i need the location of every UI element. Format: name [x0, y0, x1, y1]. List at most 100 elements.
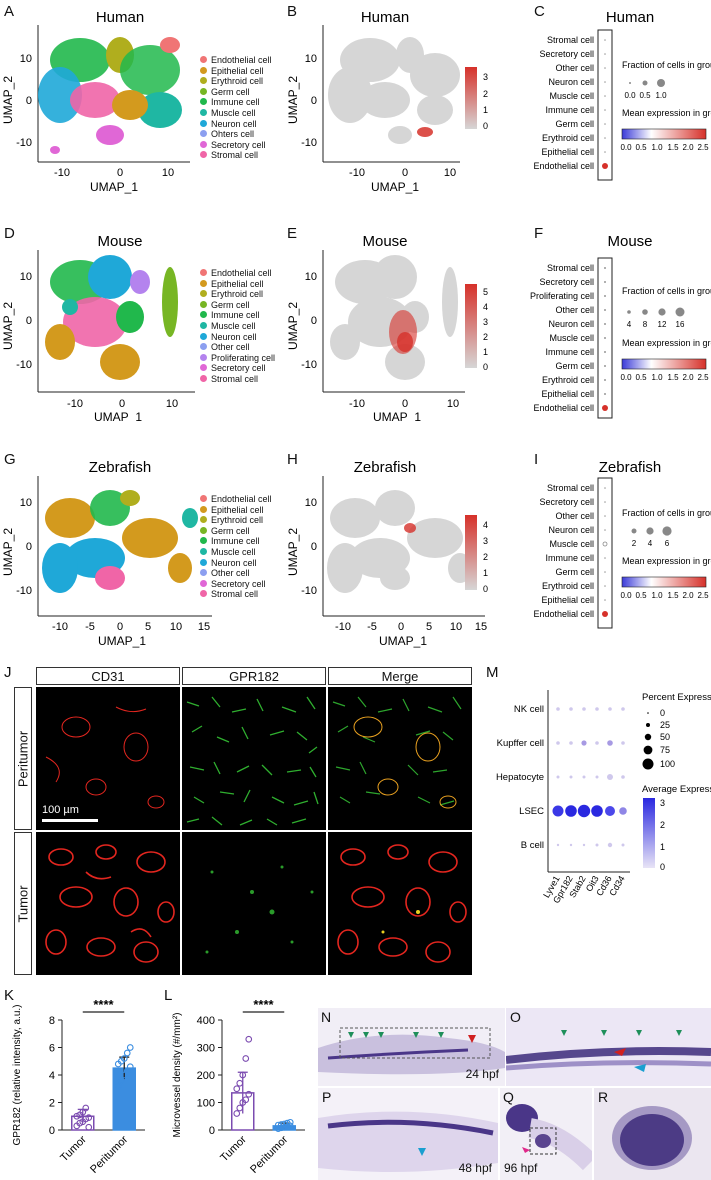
- svg-text:0.5: 0.5: [639, 91, 651, 100]
- svg-text:-5: -5: [367, 621, 377, 633]
- svg-text:Germ cell: Germ cell: [555, 567, 594, 577]
- panel-title: Human: [606, 9, 654, 26]
- y-axis-label: Microvessel density (#/mm²): [172, 1012, 183, 1137]
- svg-text:Secretory cell: Secretory cell: [539, 277, 594, 287]
- legend-item: Stromal cell: [200, 589, 272, 600]
- svg-text:2: 2: [483, 552, 488, 562]
- dot-endothelial: [602, 163, 608, 169]
- svg-text:-10: -10: [16, 585, 32, 597]
- svg-text:-10: -10: [301, 359, 317, 371]
- umap-zebrafish-expression: Zebrafish 10 0 -10 -10 -5 0 5 10 15 UMAP…: [286, 459, 488, 648]
- svg-text:4: 4: [648, 539, 653, 548]
- svg-text:0: 0: [311, 541, 317, 553]
- svg-text:UMAP_1: UMAP_1: [94, 410, 142, 422]
- svg-text:Other cell: Other cell: [555, 305, 594, 315]
- svg-text:Germ cell: Germ cell: [555, 361, 594, 371]
- svg-text:LSEC: LSEC: [519, 806, 544, 817]
- legend-item: Germ cell: [200, 526, 272, 537]
- y-tick: 10: [305, 53, 317, 65]
- svg-text:Endothelial cell: Endothelial cell: [533, 403, 594, 413]
- legend-item: Immune cell: [200, 97, 272, 108]
- data-point: [85, 1123, 93, 1131]
- umap-mouse-celltype: Mouse 10 0 -10 -10 0 10 UMAP_1 UMAP_2: [1, 233, 195, 422]
- ish-image-96hpf: Q 96 hpf: [500, 1088, 592, 1180]
- legend-item: Endothelial cell: [200, 268, 275, 279]
- data-point: [82, 1104, 90, 1112]
- x-tick-label: Tumor: [58, 1133, 89, 1164]
- y-tick: 0: [26, 95, 32, 107]
- bar-chart-gpr182: 0 2 4 6 8 GPR182 (relative intensity, a.u.) Tu…: [12, 1000, 145, 1176]
- micrograph-tumor-cd31: [36, 832, 180, 975]
- svg-text:1.5: 1.5: [667, 373, 679, 382]
- legend-item: Neuron cell: [200, 332, 275, 343]
- data-point: [280, 1120, 288, 1128]
- svg-text:Erythroid cell: Erythroid cell: [542, 375, 594, 385]
- x-tick: 0: [402, 167, 408, 179]
- legend-item: Endothelial cell: [200, 494, 272, 505]
- umap-zebrafish-celltype: Zebrafish 10 0 -10 -10 -5 0 5 10 15 UMAP…: [1, 459, 212, 648]
- svg-text:Neuron cell: Neuron cell: [548, 525, 594, 535]
- y-tick-label: 0: [49, 1125, 55, 1137]
- svg-text:Stromal cell: Stromal cell: [547, 35, 594, 45]
- panel-label-a: A: [4, 3, 15, 20]
- data-point: [242, 1096, 250, 1104]
- x-tick: 10: [162, 167, 174, 179]
- x-tick: 0: [117, 167, 123, 179]
- panel-label-h: H: [287, 451, 298, 468]
- dotplot-mouse: Mouse Stromal cell Secretory cell Prolif…: [530, 233, 711, 419]
- svg-text:3: 3: [660, 798, 665, 808]
- ish-image-24hpf-zoom: O: [506, 1008, 711, 1086]
- svg-text:1.0: 1.0: [655, 91, 667, 100]
- svg-text:3: 3: [483, 317, 488, 327]
- svg-text:Erythroid cell: Erythroid cell: [542, 133, 594, 143]
- svg-text:0.5: 0.5: [635, 591, 647, 600]
- panel-label-e: E: [287, 225, 298, 242]
- svg-text:-10: -10: [349, 398, 365, 410]
- col-header-merge: Merge: [328, 667, 472, 685]
- panel-label-l: L: [164, 987, 173, 1004]
- data-point: [85, 1114, 93, 1121]
- data-point: [274, 1121, 282, 1129]
- scale-bar-label: 100 µm: [42, 804, 79, 816]
- svg-text:15: 15: [198, 621, 210, 633]
- svg-text:10: 10: [170, 621, 182, 633]
- svg-text:0.0: 0.0: [620, 373, 632, 382]
- legend-item: Neuron cell: [200, 558, 272, 569]
- svg-text:Zebrafish: Zebrafish: [599, 459, 662, 476]
- svg-text:UMAP_1: UMAP_1: [98, 634, 146, 648]
- legend-item: Ohters cell: [200, 129, 272, 140]
- stage-label: 96 hpf: [504, 1161, 538, 1175]
- svg-text:0: 0: [398, 621, 404, 633]
- micrograph-peritumor-cd31: 100 µm: [36, 687, 180, 830]
- svg-text:Secretory cell: Secretory cell: [539, 497, 594, 507]
- svg-text:Neuron cell: Neuron cell: [548, 319, 594, 329]
- legend-human: Endothelial cell Epithelial cell Erythro…: [200, 55, 272, 161]
- svg-text:0: 0: [119, 398, 125, 410]
- panel-title: Human: [361, 9, 409, 26]
- y-tick: -10: [301, 137, 317, 149]
- data-point: [245, 1090, 253, 1098]
- y-tick-label: 0: [209, 1125, 215, 1137]
- row-header-peritumor: Peritumor: [14, 687, 32, 830]
- panel-label-q: Q: [503, 1089, 514, 1105]
- legend-item: Stromal cell: [200, 150, 272, 161]
- x-tick: -10: [349, 167, 365, 179]
- micrograph-tumor-gpr182: [182, 832, 326, 975]
- legend-item: Secretory cell: [200, 579, 272, 590]
- y-tick-label: 100: [197, 1098, 215, 1110]
- svg-text:2: 2: [632, 539, 637, 548]
- umap-clusters: [38, 37, 182, 154]
- bar-chart-microvessel-density: 0 100 200 300 400 Microvessel density (#/mm²)…: [172, 1000, 305, 1176]
- svg-text:12: 12: [658, 320, 667, 329]
- y-axis-label: GPR182 (relative intensity, a.u.): [12, 1005, 23, 1146]
- svg-text:10: 10: [447, 398, 459, 410]
- ish-image-24hpf: N 24 hpf: [318, 1008, 505, 1086]
- svg-text:Epithelial cell: Epithelial cell: [541, 389, 594, 399]
- legend-item: Epithelial cell: [200, 279, 275, 290]
- svg-text:Kupffer cell: Kupffer cell: [497, 738, 544, 749]
- svg-text:Stromal cell: Stromal cell: [547, 483, 594, 493]
- svg-text:15: 15: [475, 621, 487, 633]
- dotplot-human: Human Stromal cell Secretory cell Other …: [533, 9, 711, 181]
- legend-item: Erythroid cell: [200, 515, 272, 526]
- svg-text:-10: -10: [52, 621, 68, 633]
